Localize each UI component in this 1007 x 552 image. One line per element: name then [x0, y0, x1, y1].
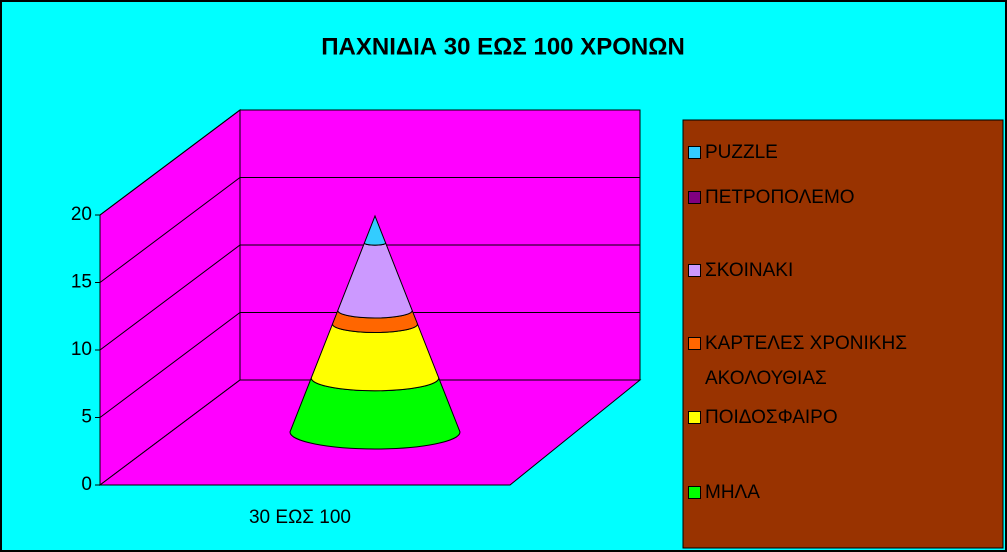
- cone-segment: [363, 214, 387, 246]
- legend-label: PUZZLE: [705, 142, 778, 163]
- grid-line: [99, 177, 640, 283]
- cone-segment: [310, 323, 440, 392]
- legend-entry: ΠΟΙΔΟΣΦΑΙΡΟ: [688, 400, 997, 435]
- grid-line: [99, 244, 640, 351]
- legend-box: [682, 119, 1004, 549]
- legend-swatch: [688, 337, 701, 350]
- legend-entry: ΣΚΟΙΝΑΚΙ: [688, 253, 997, 288]
- grid-line: [99, 312, 640, 418]
- x-tick-label: 30 ΕΩΣ 100: [249, 507, 351, 528]
- legend-label: ΠΕΤΡΟΠΟΛΕΜΟ: [705, 187, 855, 208]
- legend-entry: ΠΕΤΡΟΠΟΛΕΜΟ: [688, 180, 997, 215]
- y-tick-label: 20: [71, 204, 92, 225]
- grid-line: [99, 109, 640, 216]
- legend-swatch: [688, 191, 701, 204]
- legend-entry: PUZZLE: [688, 135, 997, 170]
- y-tick-label: 0: [81, 474, 92, 495]
- legend-entry: ΚΑΡΤΕΛΕΣ ΧΡΟΝΙΚΗΣ ΑΚΟΛΟΥΘΙΑΣ: [688, 326, 997, 396]
- chart-title: ΠΑΧΝΙΔΙΑ 30 ΕΩΣ 100 ΧΡΟΝΩΝ: [321, 33, 685, 60]
- legend-entry: ΜΗΛΑ: [688, 475, 997, 510]
- legend-swatch: [688, 146, 701, 159]
- legend-label: ΣΚΟΙΝΑΚΙ: [705, 260, 794, 281]
- legend-label: ΜΗΛΑ: [705, 482, 760, 503]
- legend-swatch: [688, 486, 701, 499]
- y-tick-label: 10: [71, 339, 92, 360]
- legend-label: ΚΑΡΤΕΛΕΣ ΧΡΟΝΙΚΗΣ ΑΚΟΛΟΥΘΙΑΣ: [705, 333, 907, 389]
- y-tick-label: 5: [81, 407, 92, 428]
- legend-swatch: [688, 264, 701, 277]
- y-tick-label: 15: [71, 272, 92, 293]
- legend-label: ΠΟΙΔΟΣΦΑΙΡΟ: [705, 407, 838, 428]
- legend-swatch: [688, 411, 701, 424]
